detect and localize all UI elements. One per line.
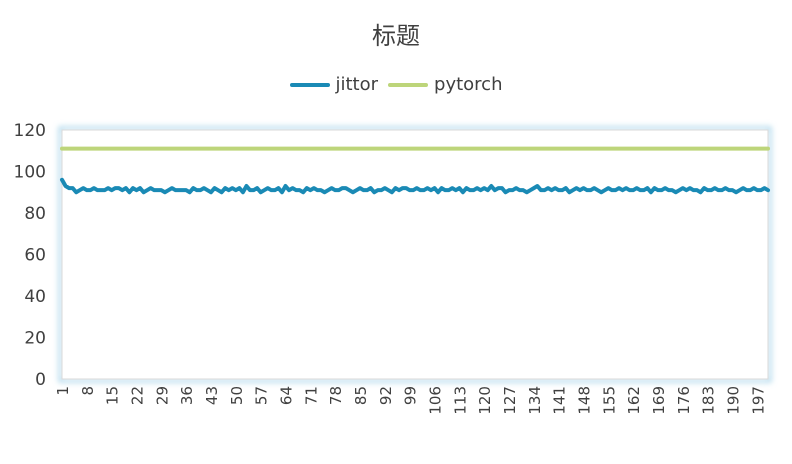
x-tick-label: 64	[278, 386, 296, 405]
x-tick-label: 162	[625, 386, 643, 415]
x-tick-label: 141	[551, 386, 569, 415]
y-tick-label: 0	[35, 370, 46, 390]
x-tick-label: 85	[352, 386, 370, 405]
legend-label-pytorch: pytorch	[434, 74, 503, 95]
x-tick-label: 183	[700, 386, 718, 415]
x-tick-label: 8	[79, 386, 97, 396]
x-tick-label: 57	[253, 386, 271, 405]
x-tick-label: 99	[402, 386, 420, 405]
y-tick-label: 40	[24, 287, 46, 307]
y-tick-label: 100	[14, 163, 46, 183]
x-tick-label: 1	[54, 386, 72, 396]
legend-label-jittor: jittor	[335, 74, 379, 95]
y-tick-label: 120	[14, 121, 46, 141]
x-tick-label: 176	[675, 386, 693, 415]
x-tick-label: 197	[749, 386, 767, 415]
x-tick-label: 134	[526, 386, 544, 415]
x-tick-label: 36	[178, 386, 196, 405]
x-tick-label: 120	[476, 386, 494, 415]
y-tick-label: 20	[24, 329, 46, 349]
x-tick-label: 106	[427, 386, 445, 415]
series-line-jittor	[60, 177, 770, 195]
legend: jittor pytorch	[0, 74, 792, 95]
y-tick-label: 60	[24, 246, 46, 266]
legend-swatch-pytorch	[388, 82, 429, 87]
x-tick-label: 113	[451, 386, 469, 415]
x-tick-label: 22	[129, 386, 147, 405]
x-tick-label: 29	[153, 386, 171, 405]
x-tick-label: 127	[501, 386, 519, 415]
legend-item-pytorch: pytorch	[388, 74, 503, 95]
x-tick-label: 78	[327, 386, 345, 405]
legend-swatch-jittor	[289, 82, 330, 87]
x-tick-label: 169	[650, 386, 668, 415]
x-tick-label: 155	[600, 386, 618, 415]
legend-item-jittor: jittor	[289, 74, 379, 95]
x-tick-label: 15	[104, 386, 122, 405]
x-tick-label: 71	[302, 386, 320, 405]
y-tick-label: 80	[24, 204, 46, 224]
x-tick-label: 43	[203, 386, 221, 405]
x-tick-label: 148	[576, 386, 594, 415]
x-tick-label: 190	[725, 386, 743, 415]
plot-area	[61, 129, 769, 380]
x-tick-label: 92	[377, 386, 395, 405]
plot-area-glow	[58, 126, 772, 383]
chart-title: 标题	[372, 22, 420, 50]
x-tick-label: 50	[228, 386, 246, 405]
